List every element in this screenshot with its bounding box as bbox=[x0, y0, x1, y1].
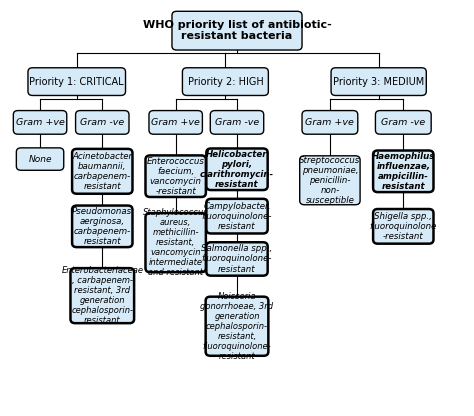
Text: Campylobacter,
fluoroquinolone-
resistant: Campylobacter, fluoroquinolone- resistan… bbox=[202, 202, 272, 231]
FancyBboxPatch shape bbox=[72, 149, 132, 194]
FancyBboxPatch shape bbox=[182, 68, 268, 96]
FancyBboxPatch shape bbox=[373, 151, 434, 192]
Text: Acinetobacter
baumannii,
carbapenem-
resistant: Acinetobacter baumannii, carbapenem- res… bbox=[73, 152, 132, 191]
FancyBboxPatch shape bbox=[13, 111, 67, 134]
Text: Priority 1: CRITICAL: Priority 1: CRITICAL bbox=[29, 77, 124, 87]
FancyBboxPatch shape bbox=[172, 11, 302, 50]
FancyBboxPatch shape bbox=[302, 111, 358, 134]
FancyBboxPatch shape bbox=[206, 242, 268, 276]
Text: Gram +ve: Gram +ve bbox=[16, 118, 64, 127]
FancyBboxPatch shape bbox=[375, 111, 431, 134]
Text: WHO priority list of antibiotic-
resistant bacteria: WHO priority list of antibiotic- resista… bbox=[143, 20, 331, 41]
Text: Priority 3: MEDIUM: Priority 3: MEDIUM bbox=[333, 77, 424, 87]
Text: Enterobacteriaceae
, carbapenem-
resistant, 3rd
generation
cephalosporin-
resist: Enterobacteriaceae , carbapenem- resista… bbox=[61, 266, 143, 325]
Text: Streptococcus
pneumoniae,
penicillin-
non-
susceptible: Streptococcus pneumoniae, penicillin- no… bbox=[299, 156, 361, 205]
FancyBboxPatch shape bbox=[206, 297, 268, 356]
Text: Gram +ve: Gram +ve bbox=[151, 118, 200, 127]
FancyBboxPatch shape bbox=[206, 149, 268, 190]
FancyBboxPatch shape bbox=[331, 68, 426, 96]
Text: Haemophilus
influenzae,
ampicillin-
resistant: Haemophilus influenzae, ampicillin- resi… bbox=[372, 152, 435, 191]
Text: Gram -ve: Gram -ve bbox=[80, 118, 124, 127]
FancyBboxPatch shape bbox=[28, 68, 126, 96]
FancyBboxPatch shape bbox=[75, 111, 129, 134]
FancyBboxPatch shape bbox=[146, 213, 206, 272]
Text: Salmonella spp.,
fluoroquinolone-
resistant: Salmonella spp., fluoroquinolone- resist… bbox=[201, 245, 273, 273]
Text: Staphylococcus
aureus,
methicillin-
resistant,
vancomycin
intermediate
and resis: Staphylococcus aureus, methicillin- resi… bbox=[143, 208, 209, 277]
Text: Enterococcus
faecium,
vancomycin
-resistant: Enterococcus faecium, vancomycin -resist… bbox=[147, 157, 205, 196]
FancyBboxPatch shape bbox=[206, 199, 268, 233]
Text: Gram -ve: Gram -ve bbox=[215, 118, 259, 127]
FancyBboxPatch shape bbox=[149, 111, 202, 134]
FancyBboxPatch shape bbox=[210, 111, 264, 134]
Text: Neisseria
gonorrhoeae, 3rd
generation
cephalosporin-
resistant,
fluoroquinolone-: Neisseria gonorrhoeae, 3rd generation ce… bbox=[201, 292, 273, 361]
Text: Shigella spp.,
fluoroquinolone
-resistant: Shigella spp., fluoroquinolone -resistan… bbox=[370, 212, 437, 241]
FancyBboxPatch shape bbox=[71, 268, 134, 323]
FancyBboxPatch shape bbox=[146, 156, 206, 197]
Text: Gram -ve: Gram -ve bbox=[381, 118, 426, 127]
Text: None: None bbox=[28, 155, 52, 163]
FancyBboxPatch shape bbox=[373, 209, 434, 244]
FancyBboxPatch shape bbox=[16, 148, 64, 170]
Text: Helicobacter
pylori,
clarithromycin-
resistant: Helicobacter pylori, clarithromycin- res… bbox=[200, 150, 274, 189]
Text: Priority 2: HIGH: Priority 2: HIGH bbox=[188, 77, 263, 87]
Text: Gram +ve: Gram +ve bbox=[305, 118, 355, 127]
Text: Pseudomonas
aerginosa,
carbapenem-
resistant: Pseudomonas aerginosa, carbapenem- resis… bbox=[72, 207, 132, 246]
FancyBboxPatch shape bbox=[72, 206, 132, 247]
FancyBboxPatch shape bbox=[300, 156, 360, 205]
